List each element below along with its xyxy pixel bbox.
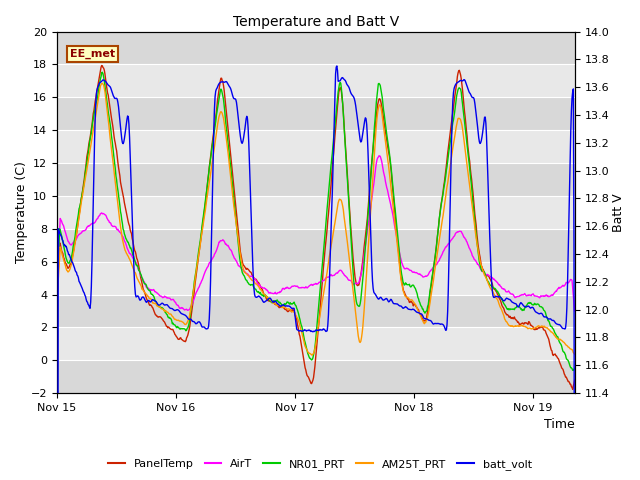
Line: AirT: AirT	[57, 156, 575, 311]
NR01_PRT	[85, 147, 93, 153]
NR01_PRT	[570, 368, 577, 373]
Legend: PanelTemp, AirT, NR01_PRT, AM25T_PRT, batt_volt: PanelTemp, AirT, NR01_PRT, AM25T_PRT, ba…	[104, 455, 536, 474]
AirT	[375, 153, 383, 159]
PanelTemp	[571, 377, 579, 383]
AM25T_PRT	[308, 352, 316, 358]
batt_volt	[500, 298, 508, 303]
AirT	[367, 201, 375, 206]
Bar	[57, 360, 575, 393]
AirT	[383, 187, 391, 192]
Bar	[57, 229, 575, 262]
Bar	[57, 163, 575, 196]
Line: AM25T_PRT: AM25T_PRT	[57, 83, 575, 355]
AM25T_PRT	[99, 80, 106, 86]
batt_volt	[446, 197, 454, 203]
batt_volt	[368, 264, 376, 270]
AM25T_PRT	[369, 180, 376, 186]
Line: PanelTemp: PanelTemp	[57, 65, 575, 389]
PanelTemp	[500, 305, 508, 311]
Line: batt_volt: batt_volt	[57, 66, 575, 480]
X-axis label: Time: Time	[544, 419, 575, 432]
Bar	[57, 196, 575, 229]
AirT	[571, 308, 579, 314]
AirT	[53, 286, 61, 291]
NR01_PRT	[99, 70, 106, 75]
PanelTemp	[569, 386, 577, 392]
AirT	[354, 280, 362, 286]
Bar	[57, 32, 575, 64]
AM25T_PRT	[53, 298, 61, 304]
Bar	[57, 64, 575, 97]
PanelTemp	[383, 142, 391, 148]
AM25T_PRT	[571, 351, 579, 357]
Title: Temperature and Batt V: Temperature and Batt V	[233, 15, 399, 29]
NR01_PRT	[355, 303, 362, 309]
NR01_PRT	[571, 365, 579, 371]
AirT	[446, 239, 454, 244]
PanelTemp	[85, 142, 93, 148]
Line: NR01_PRT: NR01_PRT	[57, 72, 575, 371]
PanelTemp	[446, 130, 454, 135]
batt_volt	[355, 122, 362, 128]
NR01_PRT	[383, 136, 391, 142]
PanelTemp	[355, 282, 362, 288]
PanelTemp	[98, 62, 106, 68]
batt_volt	[383, 297, 391, 302]
batt_volt	[333, 63, 340, 69]
AM25T_PRT	[384, 159, 392, 165]
AM25T_PRT	[355, 336, 363, 342]
AM25T_PRT	[500, 313, 508, 319]
AirT	[500, 286, 508, 291]
AM25T_PRT	[85, 155, 93, 161]
AirT	[85, 224, 93, 229]
NR01_PRT	[500, 300, 508, 306]
Bar	[57, 262, 575, 295]
NR01_PRT	[446, 140, 454, 145]
PanelTemp	[53, 296, 61, 302]
Text: EE_met: EE_met	[70, 49, 115, 59]
Bar	[57, 130, 575, 163]
AM25T_PRT	[447, 158, 455, 164]
Bar	[57, 295, 575, 327]
batt_volt	[85, 302, 93, 308]
Y-axis label: Batt V: Batt V	[612, 193, 625, 232]
Bar	[57, 97, 575, 130]
NR01_PRT	[53, 289, 61, 295]
Bar	[57, 327, 575, 360]
NR01_PRT	[368, 160, 376, 166]
Y-axis label: Temperature (C): Temperature (C)	[15, 161, 28, 263]
PanelTemp	[368, 158, 376, 164]
